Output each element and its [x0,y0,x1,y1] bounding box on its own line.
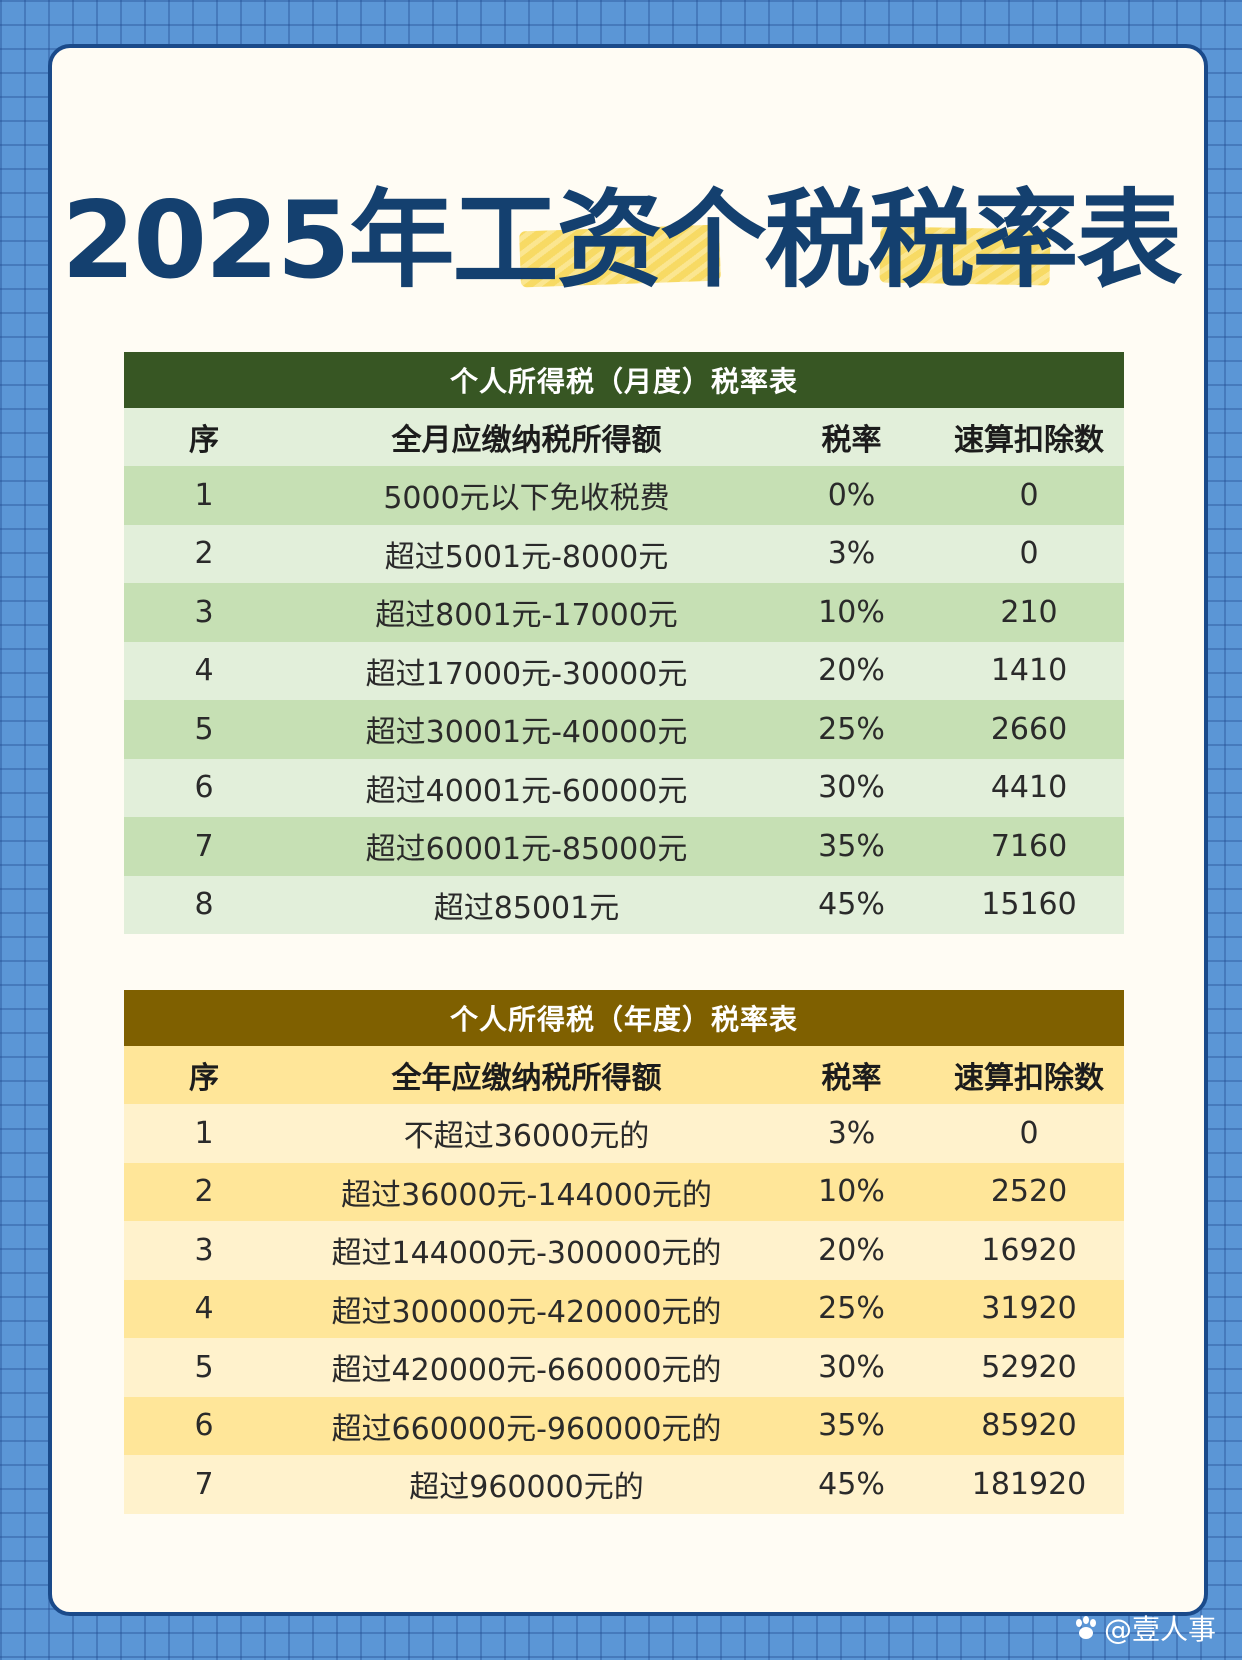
row-seq: 4 [124,641,284,700]
table-row: 5 超过30001元-40000元 25% 2660 [124,700,1125,759]
row-income-range: 超过85001元 [284,875,769,934]
row-seq: 6 [124,1396,284,1455]
row-deduction: 1410 [934,641,1125,700]
row-rate: 3% [769,524,934,583]
row-income-range: 超过660000元-960000元的 [284,1396,769,1455]
row-rate: 3% [769,1104,934,1163]
column-header-seq: 序 [124,1046,284,1104]
row-income-range: 超过5001元-8000元 [284,524,769,583]
table-row: 6 超过660000元-960000元的 35% 85920 [124,1396,1125,1455]
row-income-range: 超过8001元-17000元 [284,583,769,642]
table-row: 1 5000元以下免收税费 0% 0 [124,466,1125,525]
row-income-range: 超过420000元-660000元的 [284,1338,769,1397]
row-seq: 2 [124,1162,284,1221]
row-income-range: 超过300000元-420000元的 [284,1279,769,1338]
table-row: 4 超过17000元-30000元 20% 1410 [124,641,1125,700]
column-header-rate: 税率 [769,1046,934,1104]
table-row: 5 超过420000元-660000元的 30% 52920 [124,1338,1125,1397]
row-income-range: 超过36000元-144000元的 [284,1162,769,1221]
table-row: 6 超过40001元-60000元 30% 4410 [124,758,1125,817]
annual-tax-rate-table: 个人所得税（年度）税率表 序 全年应缴纳税所得额 税率 速算扣除数 1 不超过36… [124,990,1125,1514]
row-income-range: 超过40001元-60000元 [284,758,769,817]
row-seq: 7 [124,1455,284,1514]
row-deduction: 16920 [934,1221,1125,1280]
row-deduction: 85920 [934,1396,1125,1455]
column-header-deduction: 速算扣除数 [934,1046,1125,1104]
column-header-deduction: 速算扣除数 [934,408,1125,466]
row-deduction: 52920 [934,1338,1125,1397]
row-rate: 10% [769,1162,934,1221]
monthly-table-body: 1 5000元以下免收税费 0% 0 2 超过5001元-8000元 3% 0 3 超过8001元… [124,466,1125,934]
column-header-income-range: 全月应缴纳税所得额 [284,408,769,466]
row-rate: 25% [769,700,934,759]
row-income-range: 超过960000元的 [284,1455,769,1514]
row-deduction: 210 [934,583,1125,642]
row-income-range: 超过144000元-300000元的 [284,1221,769,1280]
row-seq: 7 [124,817,284,876]
annual-table-body: 1 不超过36000元的 3% 0 2 超过36000元-144000元的 10% 2520 3… [124,1104,1125,1514]
row-rate: 25% [769,1279,934,1338]
row-rate: 35% [769,817,934,876]
table-row: 3 超过144000元-300000元的 20% 16920 [124,1221,1125,1280]
table-row: 8 超过85001元 45% 15160 [124,875,1125,934]
row-seq: 5 [124,1338,284,1397]
table-row: 1 不超过36000元的 3% 0 [124,1104,1125,1163]
page-title: 2025年工资个税税率表 [61,179,1182,302]
watermark: @壹人事 [1072,1608,1216,1648]
table-row: 2 超过5001元-8000元 3% 0 [124,524,1125,583]
row-income-range: 5000元以下免收税费 [284,466,769,525]
row-deduction: 4410 [934,758,1125,817]
column-header-income-range: 全年应缴纳税所得额 [284,1046,769,1104]
row-seq: 3 [124,583,284,642]
row-seq: 1 [124,1104,284,1163]
monthly-tax-rate-table: 个人所得税（月度）税率表 序 全月应缴纳税所得额 税率 速算扣除数 1 5000元… [124,352,1125,934]
row-rate: 45% [769,1455,934,1514]
row-deduction: 2660 [934,700,1125,759]
row-rate: 30% [769,1338,934,1397]
row-deduction: 0 [934,1104,1125,1163]
row-seq: 2 [124,524,284,583]
row-rate: 10% [769,583,934,642]
paw-icon [1072,1614,1100,1642]
row-rate: 35% [769,1396,934,1455]
table-row: 4 超过300000元-420000元的 25% 31920 [124,1279,1125,1338]
row-deduction: 31920 [934,1279,1125,1338]
row-seq: 4 [124,1279,284,1338]
row-seq: 6 [124,758,284,817]
row-income-range: 不超过36000元的 [284,1104,769,1163]
row-rate: 20% [769,641,934,700]
row-income-range: 超过17000元-30000元 [284,641,769,700]
row-deduction: 181920 [934,1455,1125,1514]
row-rate: 0% [769,466,934,525]
row-seq: 1 [124,466,284,525]
row-income-range: 超过30001元-40000元 [284,700,769,759]
table-row: 2 超过36000元-144000元的 10% 2520 [124,1162,1125,1221]
row-deduction: 0 [934,524,1125,583]
row-deduction: 2520 [934,1162,1125,1221]
table-row: 3 超过8001元-17000元 10% 210 [124,583,1125,642]
row-seq: 5 [124,700,284,759]
row-income-range: 超过60001元-85000元 [284,817,769,876]
monthly-table-caption: 个人所得税（月度）税率表 [124,352,1125,408]
row-deduction: 7160 [934,817,1125,876]
row-rate: 45% [769,875,934,934]
row-seq: 3 [124,1221,284,1280]
column-header-seq: 序 [124,408,284,466]
row-deduction: 15160 [934,875,1125,934]
annual-table-caption: 个人所得税（年度）税率表 [124,990,1125,1046]
table-row: 7 超过60001元-85000元 35% 7160 [124,817,1125,876]
row-deduction: 0 [934,466,1125,525]
watermark-text: @壹人事 [1103,1613,1216,1646]
row-seq: 8 [124,875,284,934]
column-header-rate: 税率 [769,408,934,466]
row-rate: 30% [769,758,934,817]
row-rate: 20% [769,1221,934,1280]
table-row: 7 超过960000元的 45% 181920 [124,1455,1125,1514]
